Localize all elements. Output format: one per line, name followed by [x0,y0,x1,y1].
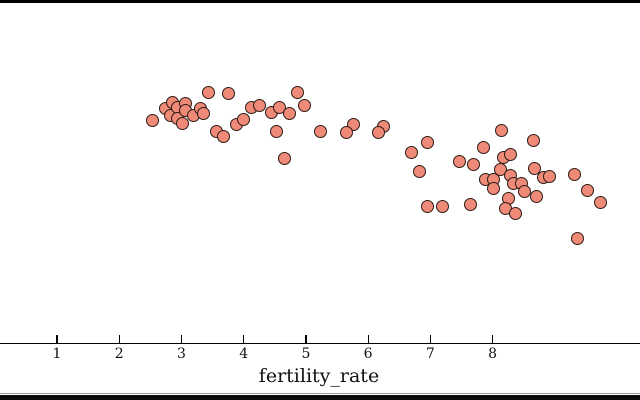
x-axis-tick [491,335,494,344]
data-point [530,189,544,203]
data-point [237,112,251,126]
data-point [420,135,434,149]
data-point [528,161,542,175]
data-point [282,106,296,120]
data-point [175,116,189,130]
x-axis-tick [429,335,432,344]
data-point [269,124,283,138]
data-point [508,206,522,220]
data-point [571,231,585,245]
x-tick-label: 6 [363,346,373,362]
data-point [495,123,509,137]
data-point [297,98,311,112]
data-point [146,113,160,127]
data-point [412,164,426,178]
data-point [486,181,500,195]
data-point [201,85,215,99]
x-axis-tick [180,335,183,344]
x-axis-tick [243,335,245,344]
x-axis-tick [56,335,58,344]
x-axis-tick [367,335,369,344]
data-point [421,199,435,213]
data-point [580,183,594,197]
data-point [290,85,304,99]
data-point [436,199,450,213]
data-point [313,124,327,138]
window-bottom-border [0,395,640,400]
data-point [340,125,354,139]
data-point [594,195,608,209]
x-axis-line [0,343,640,345]
x-tick-label: 5 [301,346,311,362]
data-point [476,140,490,154]
x-tick-label: 1 [52,346,62,362]
data-point [467,157,481,171]
window-top-border [0,0,640,3]
data-point [371,125,385,139]
x-axis-title: fertility_rate [258,365,380,387]
x-tick-label: 8 [488,346,498,362]
data-point [278,151,292,165]
data-point [252,98,266,112]
data-point [503,147,517,161]
data-point [196,106,210,120]
data-point [567,167,581,181]
data-point [526,133,540,147]
x-tick-label: 2 [114,346,124,362]
bottom-divider-line [0,393,640,394]
x-tick-label: 3 [176,346,186,362]
x-axis-tick [118,335,120,344]
data-point [404,145,418,159]
data-point [452,154,466,168]
plot-area [146,85,608,245]
data-point [221,86,235,100]
data-point [463,197,477,211]
x-tick-label: 7 [425,346,435,362]
data-point [217,129,231,143]
data-point [543,169,557,183]
x-axis-tick [305,335,307,344]
x-tick-label: 4 [239,346,249,362]
